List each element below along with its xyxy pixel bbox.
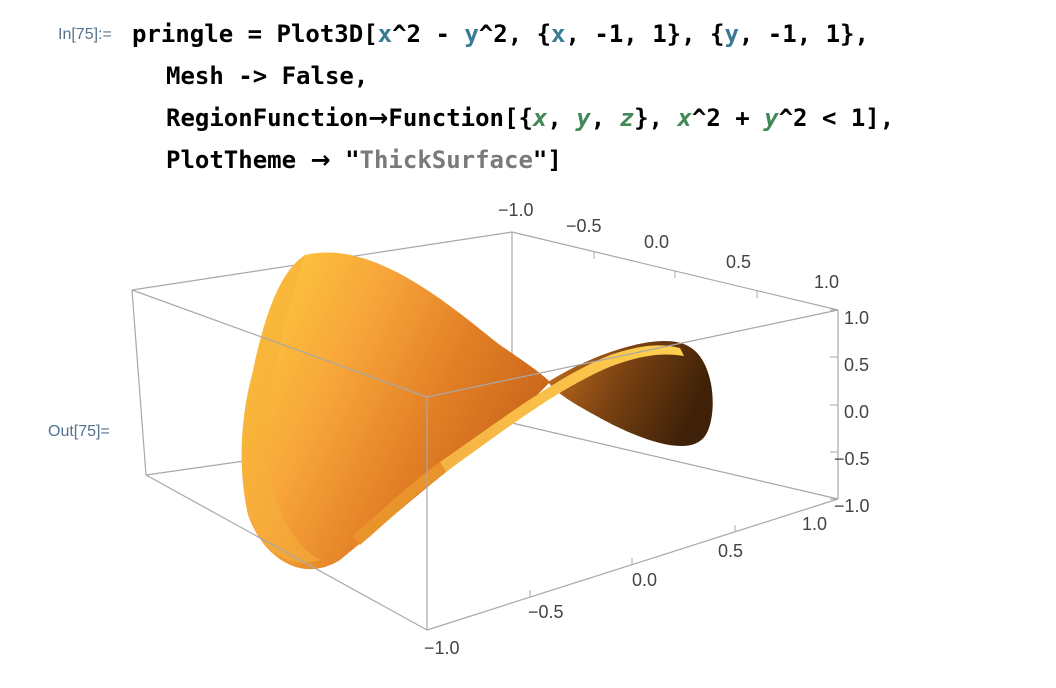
rule-arrow: → [310, 146, 331, 174]
symbol-x: x [551, 20, 566, 48]
pringle-surface[interactable] [241, 252, 713, 570]
tick-top-1: −0.5 [566, 216, 602, 236]
tick-bottom-3: 0.5 [718, 541, 743, 561]
tick-z-1: 0.5 [844, 355, 869, 375]
code-assign: pringle = Plot3D[ [132, 20, 378, 48]
code-frag: , [590, 104, 620, 132]
surface-rim-edge [352, 462, 446, 545]
code-line-1[interactable]: pringle = Plot3D[x^2 - y^2, {x, -1, 1}, … [132, 20, 869, 48]
tick-top-3: 0.5 [726, 252, 751, 272]
code-line-3[interactable]: RegionFunction→Function[{x, y, z}, x^2 +… [166, 104, 894, 132]
code-frag: , -1, 1}, { [565, 20, 725, 48]
code-frag: ^2 + [691, 104, 765, 132]
symbol-y: y [464, 20, 479, 48]
input-cell-label: In[75]:= [58, 26, 112, 43]
string-literal: ThickSurface [359, 146, 533, 174]
local-symbol-z: z [619, 104, 635, 132]
plot3d-graphic[interactable]: −1.0 −0.5 0.0 0.5 1.0 −1.0 −0.5 0.0 0.5 … [0, 190, 1056, 688]
tick-z-4: −1.0 [834, 496, 870, 516]
code-frag: Function[{ [388, 104, 533, 132]
code-frag: }, [634, 104, 678, 132]
output-cell-label: Out[75]= [48, 423, 110, 440]
code-line-2[interactable]: Mesh -> False, [166, 62, 368, 90]
rule-arrow: → [368, 104, 389, 132]
tick-z-2: 0.0 [844, 402, 869, 422]
symbol-x: x [377, 20, 393, 48]
local-symbol-y: y [764, 104, 779, 132]
code-frag: "] [532, 146, 562, 174]
option-name: PlotTheme [166, 146, 297, 174]
code-frag: ^2 - [392, 20, 465, 48]
tick-z-0: 1.0 [844, 308, 869, 328]
local-symbol-x: x [677, 104, 692, 132]
tick-bottom-1: −0.5 [528, 602, 564, 622]
symbol-y: y [724, 20, 739, 48]
surface-inner-shade [241, 255, 320, 563]
surface-main [241, 252, 550, 570]
code-frag: ^2 < 1], [778, 104, 895, 132]
code-line-4[interactable]: PlotTheme → "ThickSurface"] [166, 146, 562, 174]
tick-marks [426, 232, 839, 630]
tick-bottom-4: 1.0 [802, 514, 827, 534]
tick-top-0: −1.0 [498, 200, 534, 220]
tick-bottom-0: −1.0 [424, 638, 460, 658]
tick-z-3: −0.5 [834, 449, 870, 469]
local-symbol-y: y [576, 104, 591, 132]
code-frag: ^2, { [478, 20, 552, 48]
option-name: RegionFunction [166, 104, 369, 132]
code-frag: Mesh -> False, [166, 62, 369, 90]
code-frag: , [547, 104, 577, 132]
code-frag: , -1, 1}, [738, 20, 869, 48]
tick-bottom-2: 0.0 [632, 570, 657, 590]
local-symbol-x: x [532, 104, 548, 132]
code-frag: " [345, 146, 360, 174]
tick-top-4: 1.0 [814, 272, 839, 292]
plot-box-front [131, 289, 839, 631]
tick-top-2: 0.0 [644, 232, 669, 252]
